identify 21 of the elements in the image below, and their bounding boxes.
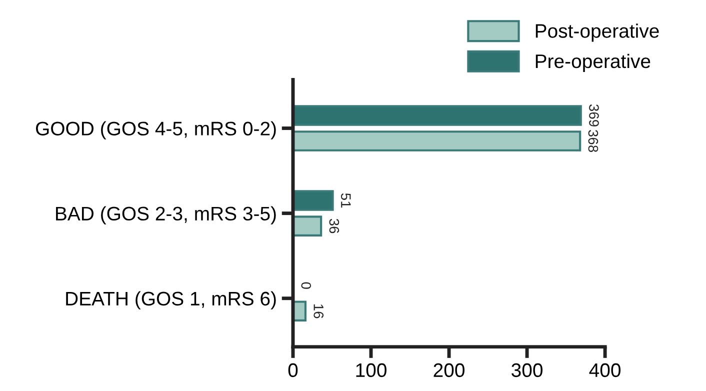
legend-label: Post-operative bbox=[536, 24, 659, 42]
x-tick-label: 0 bbox=[288, 363, 298, 378]
bar bbox=[292, 300, 307, 322]
data-label: 51 bbox=[340, 193, 351, 208]
data-label: 368 bbox=[588, 130, 598, 152]
y-tick-label: DEATH (GOS 1, mRS 6) bbox=[66, 291, 276, 310]
bar bbox=[292, 105, 582, 126]
x-tick-label: 400 bbox=[589, 363, 621, 378]
x-tick-label: 300 bbox=[512, 363, 542, 378]
data-label: 16 bbox=[314, 304, 324, 318]
x-tick-label: 200 bbox=[434, 363, 464, 378]
y-tick-label: BAD (GOS 2-3, mRS 3-5) bbox=[56, 206, 276, 224]
bar bbox=[292, 130, 582, 152]
bar bbox=[292, 190, 334, 211]
data-label: 36 bbox=[329, 218, 340, 234]
x-tick-label: 100 bbox=[356, 363, 386, 378]
data-label: 0 bbox=[301, 282, 312, 289]
legend-label: Pre-operative bbox=[536, 54, 650, 72]
y-tick-label: GOOD (GOS 4-5, mRS 0-2) bbox=[36, 121, 276, 140]
bar bbox=[292, 216, 322, 236]
data-label: 369 bbox=[589, 104, 599, 126]
